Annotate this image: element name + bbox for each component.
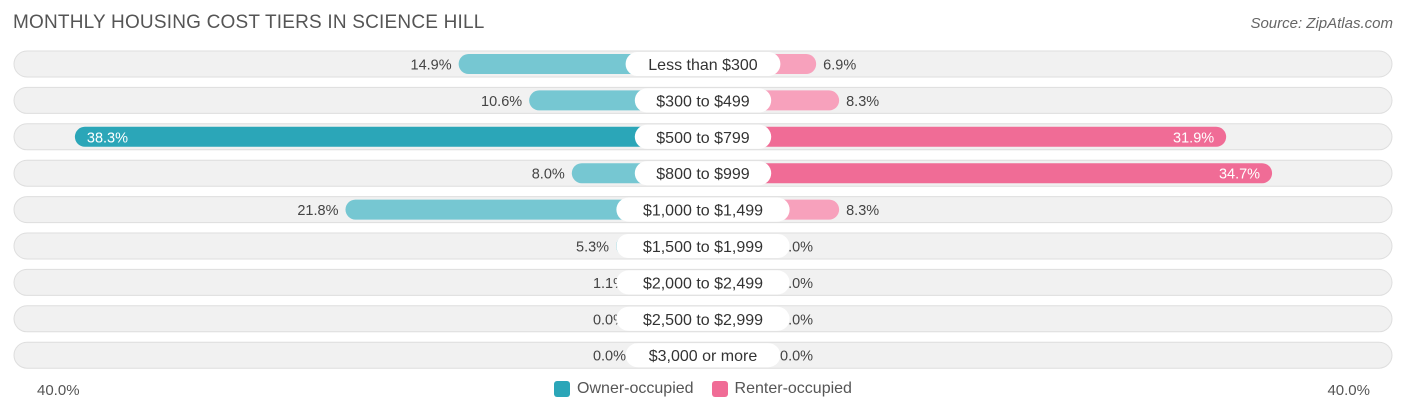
legend-label-renter: Renter-occupied — [734, 380, 852, 397]
category-label: Less than $300 — [648, 57, 758, 74]
category-pill — [616, 234, 790, 258]
category-pill — [634, 161, 772, 186]
category-label: $3,000 or more — [649, 348, 758, 365]
owner-value-label: 21.8% — [297, 203, 338, 219]
renter-value-label: 8.3% — [846, 203, 879, 219]
category-pill — [616, 306, 790, 331]
owner-value-label: 10.6% — [481, 94, 522, 110]
category-label: $2,000 to $2,499 — [643, 275, 763, 292]
owner-bar — [74, 126, 703, 147]
category-pill — [625, 52, 781, 76]
category-pill — [625, 343, 781, 368]
renter-value-label: 34.7% — [1219, 167, 1260, 183]
chart-title: MONTHLY HOUSING COST TIERS IN SCIENCE HI… — [13, 12, 485, 33]
renter-value-label: 6.9% — [823, 58, 856, 74]
renter-value-label: 31.9% — [1173, 130, 1214, 146]
renter-bar — [703, 163, 1273, 184]
axis-left-label: 40.0% — [37, 382, 80, 399]
renter-value-label: 8.3% — [846, 94, 879, 110]
category-pill — [634, 124, 772, 149]
chart-legend: Owner-occupied Renter-occupied — [0, 380, 1406, 398]
owner-value-label: 8.0% — [532, 167, 565, 183]
owner-value-label: 5.3% — [576, 240, 609, 256]
legend-item-renter: Renter-occupied — [711, 380, 852, 398]
owner-value-label: 14.9% — [411, 58, 452, 74]
category-label: $800 to $999 — [656, 166, 750, 183]
renter-value-label: 0.0% — [780, 349, 813, 365]
category-label: $500 to $799 — [656, 130, 750, 147]
owner-value-label: 0.0% — [593, 349, 626, 365]
category-label: $300 to $499 — [656, 93, 750, 110]
category-label: $2,500 to $2,999 — [643, 312, 763, 329]
legend-item-owner: Owner-occupied — [554, 380, 694, 398]
legend-swatch-owner — [554, 381, 571, 397]
legend-label-owner: Owner-occupied — [577, 380, 694, 397]
chart-source: Source: ZipAtlas.com — [1250, 15, 1393, 32]
legend-swatch-renter — [711, 381, 728, 397]
renter-bar — [703, 126, 1227, 147]
category-pill — [634, 88, 772, 113]
axis-right-label: 40.0% — [1327, 382, 1370, 399]
category-label: $1,000 to $1,499 — [643, 203, 763, 220]
owner-value-label: 38.3% — [87, 130, 128, 146]
category-pill — [616, 270, 790, 295]
owner-bar — [345, 199, 703, 220]
category-label: $1,500 to $1,999 — [643, 239, 763, 256]
category-pill — [616, 197, 790, 222]
diverging-bar-chart: 14.9% 6.9% Less than $300 10.6% 8.3% $300 to … — [13, 50, 1393, 369]
